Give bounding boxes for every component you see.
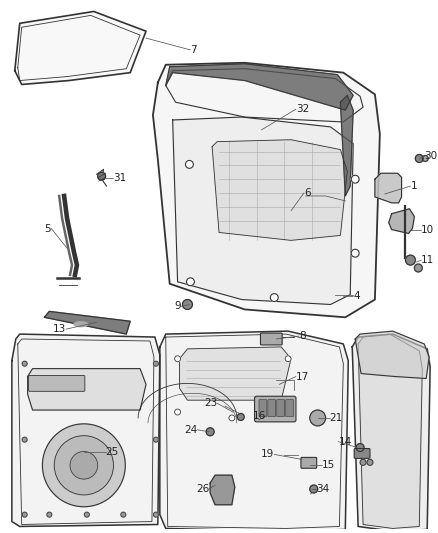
Text: 7: 7 — [191, 45, 197, 55]
Polygon shape — [210, 475, 235, 505]
Circle shape — [406, 255, 415, 265]
Circle shape — [351, 249, 359, 257]
Circle shape — [360, 459, 366, 465]
Text: 25: 25 — [106, 448, 119, 457]
Circle shape — [351, 175, 359, 183]
Circle shape — [47, 512, 52, 517]
Polygon shape — [153, 63, 380, 317]
Circle shape — [22, 512, 27, 517]
Circle shape — [54, 435, 113, 495]
Polygon shape — [166, 64, 353, 110]
FancyBboxPatch shape — [268, 400, 276, 416]
Polygon shape — [358, 334, 422, 528]
Circle shape — [237, 414, 244, 421]
FancyBboxPatch shape — [254, 396, 296, 422]
Polygon shape — [389, 209, 414, 233]
Text: 31: 31 — [113, 173, 127, 183]
FancyBboxPatch shape — [354, 449, 370, 458]
FancyBboxPatch shape — [28, 376, 85, 391]
FancyBboxPatch shape — [261, 333, 282, 345]
Circle shape — [415, 155, 423, 163]
Text: 15: 15 — [321, 461, 335, 470]
Text: 32: 32 — [296, 104, 309, 114]
Ellipse shape — [74, 322, 88, 327]
Circle shape — [206, 428, 214, 435]
Polygon shape — [352, 334, 430, 531]
Text: 8: 8 — [299, 331, 306, 341]
Text: 1: 1 — [410, 181, 417, 191]
Text: 23: 23 — [204, 398, 217, 408]
Text: 6: 6 — [304, 188, 311, 198]
Circle shape — [310, 485, 318, 493]
Circle shape — [22, 361, 27, 366]
Circle shape — [22, 437, 27, 442]
Text: 16: 16 — [253, 411, 266, 421]
Polygon shape — [173, 117, 353, 304]
Text: 26: 26 — [196, 484, 209, 494]
Polygon shape — [160, 331, 348, 531]
Text: 19: 19 — [261, 449, 274, 459]
Circle shape — [356, 443, 364, 451]
Circle shape — [183, 300, 192, 310]
Polygon shape — [15, 12, 146, 84]
Circle shape — [175, 356, 180, 362]
Circle shape — [70, 451, 98, 479]
Polygon shape — [44, 311, 130, 334]
Text: 21: 21 — [329, 413, 343, 423]
Circle shape — [414, 264, 422, 272]
Polygon shape — [375, 173, 402, 203]
FancyBboxPatch shape — [301, 457, 317, 469]
Polygon shape — [28, 369, 146, 410]
Text: 30: 30 — [424, 151, 438, 161]
Text: 34: 34 — [316, 484, 329, 494]
Polygon shape — [355, 331, 429, 378]
Text: 10: 10 — [421, 225, 434, 236]
Circle shape — [175, 409, 180, 415]
Text: 24: 24 — [184, 425, 198, 435]
Circle shape — [367, 459, 373, 465]
Circle shape — [98, 172, 106, 180]
Text: 13: 13 — [53, 324, 66, 334]
Polygon shape — [340, 95, 353, 196]
Circle shape — [153, 512, 159, 517]
Text: 17: 17 — [296, 372, 309, 382]
FancyBboxPatch shape — [277, 400, 285, 416]
Circle shape — [422, 156, 428, 161]
Text: 4: 4 — [353, 290, 360, 301]
Text: 5: 5 — [45, 223, 51, 233]
Circle shape — [310, 410, 325, 426]
Circle shape — [153, 437, 159, 442]
FancyBboxPatch shape — [259, 400, 267, 416]
Polygon shape — [12, 334, 160, 527]
Circle shape — [229, 415, 235, 421]
Text: 11: 11 — [421, 255, 434, 265]
Circle shape — [153, 361, 159, 366]
Polygon shape — [180, 347, 291, 400]
Polygon shape — [212, 140, 347, 240]
Circle shape — [285, 356, 291, 362]
Text: 9: 9 — [174, 302, 180, 311]
Circle shape — [285, 409, 291, 415]
Circle shape — [85, 512, 89, 517]
Circle shape — [187, 278, 194, 286]
Circle shape — [270, 294, 278, 302]
Circle shape — [121, 512, 126, 517]
Circle shape — [185, 160, 193, 168]
Circle shape — [42, 424, 125, 507]
FancyBboxPatch shape — [286, 400, 293, 416]
Text: 14: 14 — [339, 437, 352, 447]
